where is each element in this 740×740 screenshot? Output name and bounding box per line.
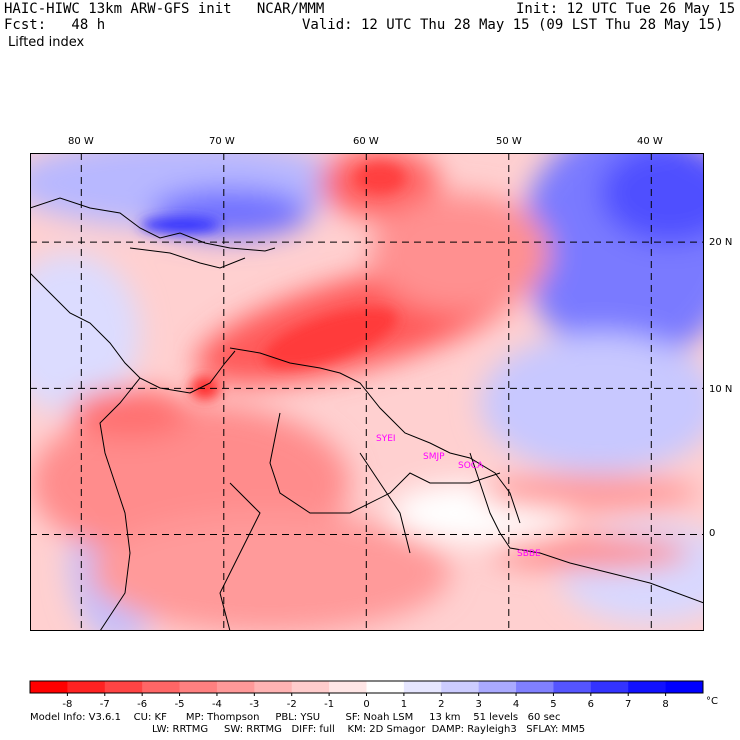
colorbar-swatch — [590, 681, 629, 693]
colorbar-label: -4 — [212, 699, 222, 710]
model-info-line1: Model Info: V3.6.1 CU: KF MP: Thompson P… — [30, 712, 561, 723]
colorbar-label: 0 — [363, 699, 369, 710]
colorbar-unit: °C — [706, 696, 718, 707]
colorbar-label: 6 — [588, 699, 594, 710]
colorbar-swatch — [30, 681, 68, 693]
colorbar-swatch — [553, 681, 592, 693]
colorbar-swatch — [516, 681, 554, 693]
colorbar-swatch — [142, 681, 181, 693]
valid-time: Valid: 12 UTC Thu 28 May 15 (09 LST Thu … — [302, 17, 724, 33]
lon-label-70w: 70 W — [209, 136, 235, 147]
field-name: Lifted index — [8, 35, 85, 50]
colorbar-label: 5 — [550, 699, 556, 710]
lat-label-20n: 20 N — [709, 237, 733, 248]
colorbar-label: -8 — [62, 699, 72, 710]
model-info-line2: LW: RRTMG SW: RRTMG DIFF: full KM: 2D Sm… — [152, 724, 586, 735]
colorbar-label: -7 — [100, 699, 110, 710]
lon-label-60w: 60 W — [353, 136, 379, 147]
lat-label-0: 0 — [709, 528, 716, 539]
colorbar-swatch — [403, 681, 442, 693]
station-soca: SOCA — [458, 461, 484, 471]
colorbar-swatches — [29, 680, 704, 694]
colorbar-label: 4 — [513, 699, 519, 710]
colorbar-label: 1 — [401, 699, 407, 710]
colorbar-label: 8 — [662, 699, 668, 710]
map-frame — [30, 153, 704, 631]
colorbar-label: 3 — [475, 699, 481, 710]
colorbar: -8 -7 -6 -5 -4 -3 -2 -1 0 1 2 3 4 5 6 7 8 °C — [29, 680, 718, 710]
colorbar-swatch — [179, 681, 218, 693]
colorbar-label: -3 — [249, 699, 259, 710]
colorbar-label: -6 — [137, 699, 147, 710]
station-syei: SYEI — [376, 434, 396, 444]
colorbar-labels: -8 -7 -6 -5 -4 -3 -2 -1 0 1 2 3 4 5 6 7 8 — [62, 693, 669, 710]
colorbar-swatch — [665, 681, 704, 693]
map-title: HAIC-HIWC 13km ARW-GFS init NCAR/MMM — [4, 1, 325, 17]
colorbar-swatch — [441, 681, 480, 693]
station-sbbe: SBBE — [517, 549, 541, 559]
station-labels: SYEI SMJP SOCA SBBE — [376, 434, 541, 559]
colorbar-swatch — [628, 681, 667, 693]
colorbar-swatch — [478, 681, 517, 693]
colorbar-label: 7 — [625, 699, 631, 710]
lat-label-10n: 10 N — [709, 384, 733, 395]
lifted-index-map: SYEI SMJP SOCA SBBE — [30, 153, 704, 631]
lon-label-80w: 80 W — [68, 136, 94, 147]
station-smjp: SMJP — [423, 452, 445, 462]
colorbar-swatch — [291, 681, 330, 693]
colorbar-swatch — [254, 681, 293, 693]
colorbar-label: -2 — [287, 699, 297, 710]
colorbar-label: 2 — [438, 699, 444, 710]
lat-lon-grid — [30, 153, 704, 631]
init-time: Init: 12 UTC Tue 26 May 15 — [516, 1, 736, 17]
colorbar-label: -5 — [175, 699, 185, 710]
colorbar-swatch — [104, 681, 143, 693]
colorbar-label: -1 — [324, 699, 334, 710]
lon-label-40w: 40 W — [637, 136, 663, 147]
colorbar-swatch — [366, 681, 405, 693]
colorbar-swatch — [67, 681, 106, 693]
colorbar-swatch — [329, 681, 367, 693]
lon-label-50w: 50 W — [496, 136, 522, 147]
colorbar-swatch — [216, 681, 255, 693]
forecast-hour: Fcst: 48 h — [4, 17, 106, 33]
shaded-field — [30, 153, 704, 631]
